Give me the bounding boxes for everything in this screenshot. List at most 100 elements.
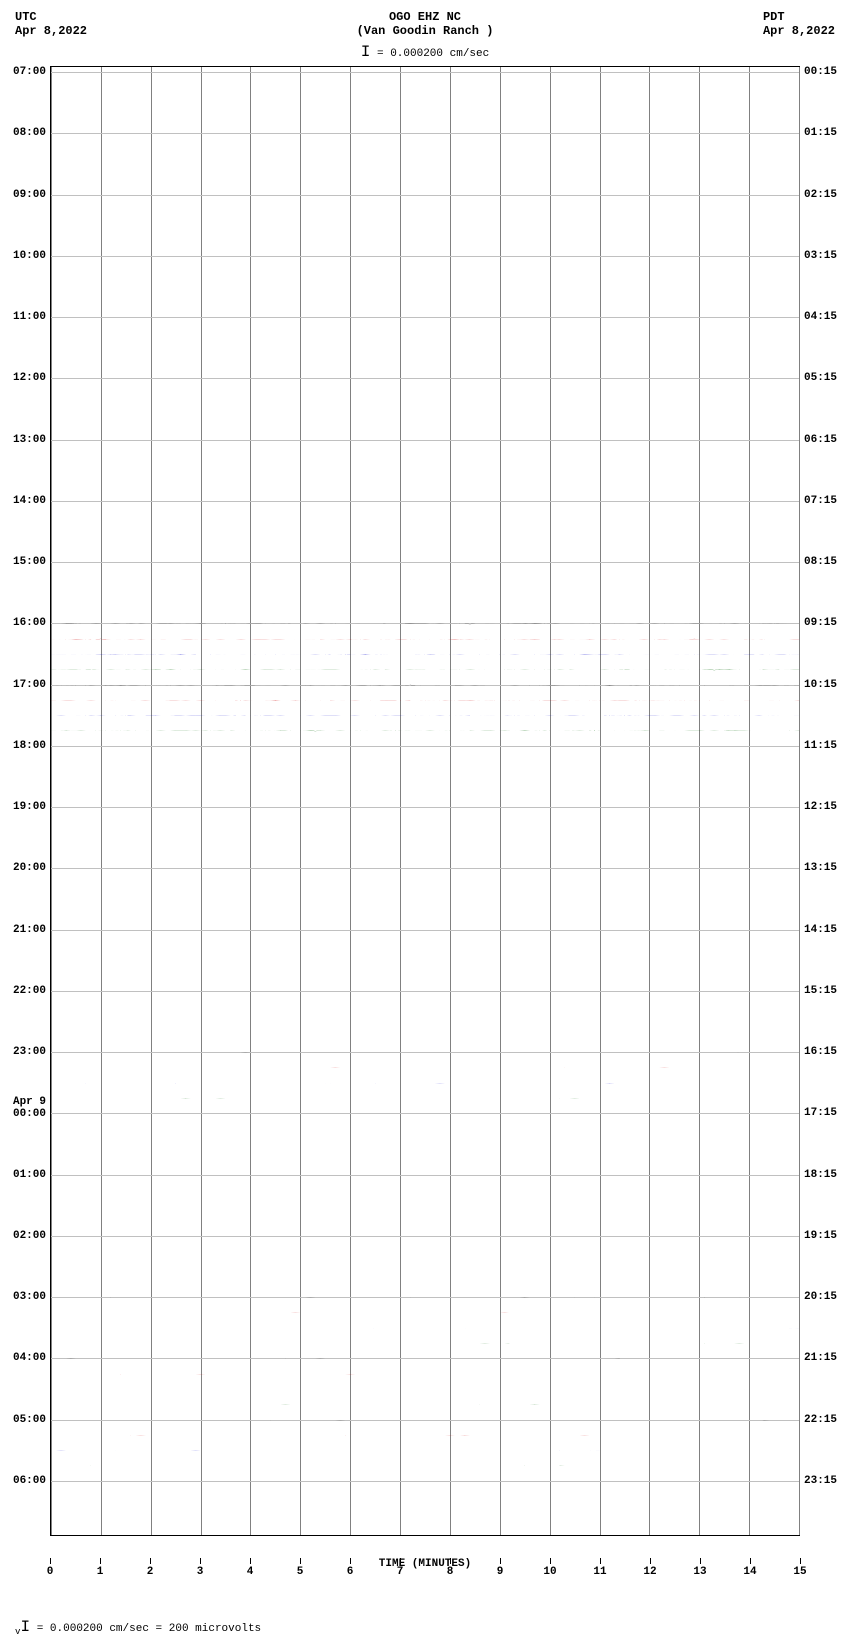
x-tick-label: 15 xyxy=(793,1566,806,1578)
seismic-trace xyxy=(51,87,799,88)
seismic-trace xyxy=(51,470,799,471)
seismic-trace xyxy=(51,562,799,563)
seismic-trace xyxy=(51,1006,799,1007)
seismic-trace xyxy=(51,1496,799,1497)
pdt-hour-label: 15:15 xyxy=(799,985,837,997)
pdt-hour-label: 05:15 xyxy=(799,372,837,384)
pdt-tz-label: PDT xyxy=(763,10,835,24)
seismic-trace xyxy=(51,455,799,456)
utc-hour-label: 19:00 xyxy=(13,801,51,813)
seismic-trace xyxy=(51,1220,799,1221)
seismic-trace xyxy=(51,1297,799,1298)
x-tick xyxy=(250,1558,251,1564)
seismic-trace xyxy=(51,348,799,349)
station-id: OGO EHZ NC xyxy=(357,10,494,24)
seismic-trace xyxy=(51,210,799,211)
seismic-trace xyxy=(51,853,799,854)
seismic-trace xyxy=(51,899,799,900)
seismic-trace xyxy=(51,715,799,716)
seismic-trace xyxy=(51,240,799,241)
pdt-hour-label: 17:15 xyxy=(799,1107,837,1119)
x-tick-label: 0 xyxy=(47,1566,54,1578)
seismic-trace xyxy=(51,776,799,777)
pdt-hour-label: 11:15 xyxy=(799,740,837,752)
seismic-trace xyxy=(51,1083,799,1084)
seismic-trace xyxy=(51,1450,799,1451)
pdt-hour-label: 23:15 xyxy=(799,1475,837,1487)
utc-hour-label: 06:00 xyxy=(13,1475,51,1487)
utc-hour-label: 07:00 xyxy=(13,66,51,78)
seismic-trace xyxy=(51,516,799,517)
utc-hour-label: 10:00 xyxy=(13,250,51,262)
seismic-trace xyxy=(51,72,799,73)
seismic-trace xyxy=(51,884,799,885)
seismic-trace xyxy=(51,225,799,226)
x-tick-label: 6 xyxy=(347,1566,354,1578)
seismic-trace xyxy=(51,179,799,180)
seismic-trace xyxy=(51,1465,799,1466)
seismic-trace xyxy=(51,945,799,946)
seismic-trace xyxy=(51,730,799,731)
pdt-hour-label: 07:15 xyxy=(799,495,837,507)
x-tick xyxy=(50,1558,51,1564)
utc-hour-label: 23:00 xyxy=(13,1046,51,1058)
pdt-hour-label: 22:15 xyxy=(799,1414,837,1426)
utc-hour-label: 09:00 xyxy=(13,189,51,201)
seismic-trace xyxy=(51,485,799,486)
x-tick-label: 14 xyxy=(743,1566,756,1578)
x-tick xyxy=(100,1558,101,1564)
pdt-hour-label: 13:15 xyxy=(799,862,837,874)
seismic-trace xyxy=(51,577,799,578)
utc-hour-label: 04:00 xyxy=(13,1352,51,1364)
seismic-trace xyxy=(51,623,799,624)
pdt-hour-label: 18:15 xyxy=(799,1169,837,1181)
seismic-trace xyxy=(51,822,799,823)
pdt-hour-label: 10:15 xyxy=(799,679,837,691)
x-tick xyxy=(550,1558,551,1564)
pdt-hour-label: 12:15 xyxy=(799,801,837,813)
seismic-trace xyxy=(51,1312,799,1313)
utc-hour-label: 14:00 xyxy=(13,495,51,507)
seismic-trace xyxy=(51,501,799,502)
seismic-trace xyxy=(51,1481,799,1482)
x-tick-label: 8 xyxy=(447,1566,454,1578)
seismic-trace xyxy=(51,1175,799,1176)
seismic-trace xyxy=(51,991,799,992)
x-tick-label: 4 xyxy=(247,1566,254,1578)
x-tick-label: 13 xyxy=(693,1566,706,1578)
seismic-trace xyxy=(51,1236,799,1237)
x-tick-label: 5 xyxy=(297,1566,304,1578)
seismic-trace xyxy=(51,761,799,762)
seismic-trace xyxy=(51,639,799,640)
seismic-trace xyxy=(51,195,799,196)
seismic-trace xyxy=(51,1328,799,1329)
seismic-trace xyxy=(51,378,799,379)
pdt-hour-label: 02:15 xyxy=(799,189,837,201)
x-tick xyxy=(500,1558,501,1564)
utc-hour-label: Apr 900:00 xyxy=(13,1096,51,1120)
x-tick xyxy=(800,1558,801,1564)
seismic-trace xyxy=(51,1374,799,1375)
x-tick-label: 7 xyxy=(397,1566,404,1578)
seismic-trace xyxy=(51,593,799,594)
utc-hour-label: 11:00 xyxy=(13,311,51,323)
seismic-trace xyxy=(51,1067,799,1068)
x-tick xyxy=(350,1558,351,1564)
pdt-hour-label: 09:15 xyxy=(799,617,837,629)
seismic-trace xyxy=(51,792,799,793)
seismic-trace xyxy=(51,1435,799,1436)
scale-indicator: I = 0.000200 cm/sec xyxy=(0,43,850,61)
seismic-trace xyxy=(51,960,799,961)
pdt-hour-label: 21:15 xyxy=(799,1352,837,1364)
seismic-trace xyxy=(51,1052,799,1053)
x-tick-label: 9 xyxy=(497,1566,504,1578)
seismic-trace xyxy=(51,1389,799,1390)
utc-hour-label: 18:00 xyxy=(13,740,51,752)
utc-hour-label: 16:00 xyxy=(13,617,51,629)
utc-date: Apr 8,2022 xyxy=(15,24,87,38)
pdt-hour-label: 16:15 xyxy=(799,1046,837,1058)
seismic-trace xyxy=(51,394,799,395)
x-tick xyxy=(300,1558,301,1564)
seismic-trace xyxy=(51,1129,799,1130)
x-axis-title: TIME (MINUTES) xyxy=(50,1558,800,1570)
